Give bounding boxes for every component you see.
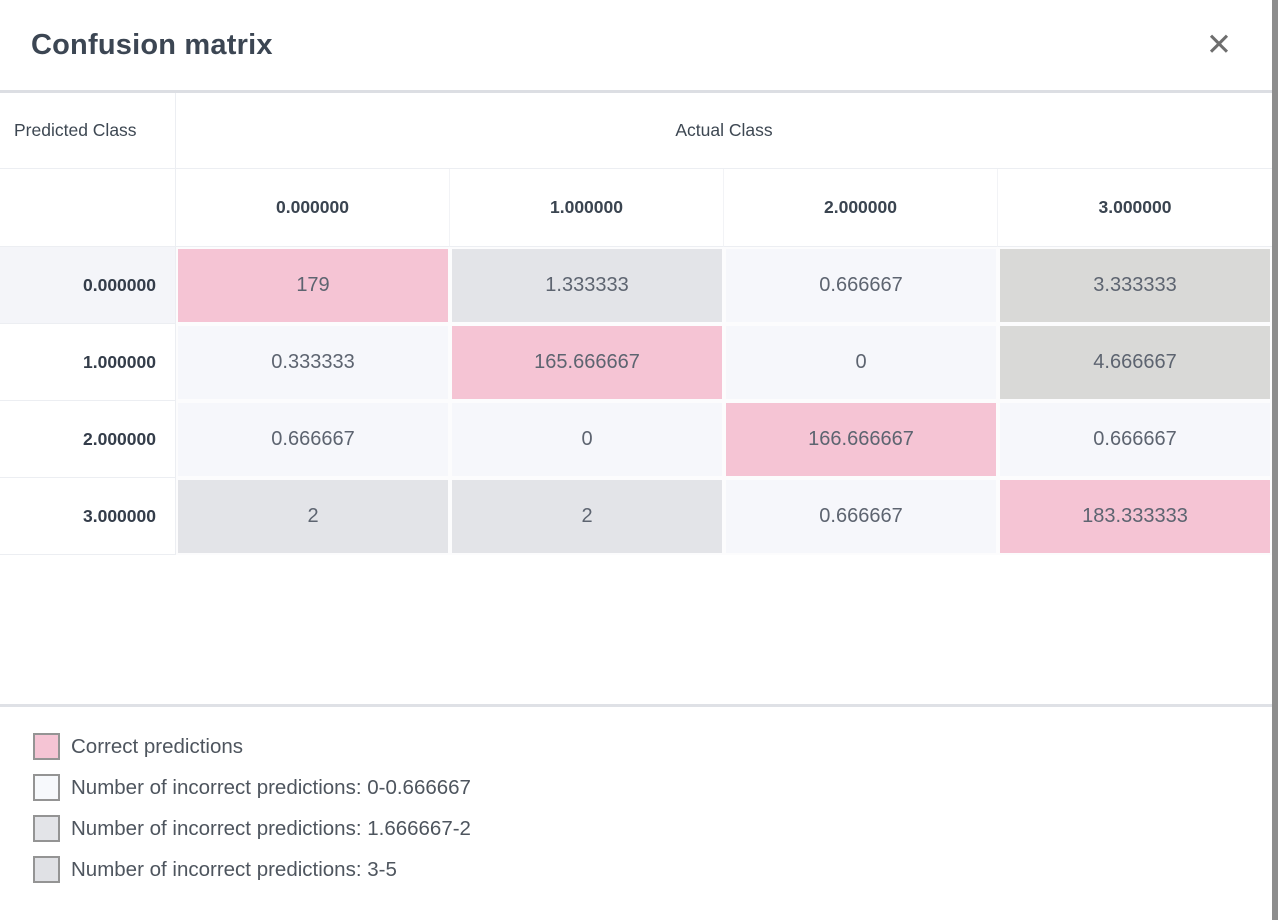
page-background-edge: [1272, 0, 1278, 920]
matrix-cell-2-1: 0: [450, 401, 724, 478]
row-header-0: 0.000000: [0, 247, 176, 324]
modal-header: Confusion matrix ✕: [0, 0, 1272, 93]
matrix-cell-3-1: 2: [450, 478, 724, 555]
incorrect-low-swatch-icon: [33, 774, 60, 801]
matrix-cell-2-3: 0.666667: [998, 401, 1272, 478]
legend: Correct predictions Number of incorrect …: [0, 707, 1272, 883]
axis-header-row: Predicted Class Actual Class: [0, 93, 1272, 169]
actual-class-label: Actual Class: [176, 93, 1272, 169]
column-header-2: 2.000000: [724, 169, 998, 247]
matrix-cell-2-0: 0.666667: [176, 401, 450, 478]
legend-label: Number of incorrect predictions: 0-0.666…: [71, 775, 471, 799]
legend-label: Number of incorrect predictions: 3-5: [71, 857, 397, 881]
row-header-1: 1.000000: [0, 324, 176, 401]
column-header-1: 1.000000: [450, 169, 724, 247]
matrix-cell-3-0: 2: [176, 478, 450, 555]
table-row: 0.000000 179 1.333333 0.666667 3.333333: [0, 247, 1272, 324]
confusion-matrix-modal: Confusion matrix ✕ Predicted Class Actua…: [0, 0, 1272, 883]
predicted-class-label: Predicted Class: [0, 93, 176, 169]
matrix-table-region: Predicted Class Actual Class 0.000000 1.…: [0, 93, 1272, 704]
matrix-cell-0-3: 3.333333: [998, 247, 1272, 324]
matrix-cell-0-1: 1.333333: [450, 247, 724, 324]
legend-item-incorrect-low: Number of incorrect predictions: 0-0.666…: [33, 774, 1272, 801]
matrix-cell-0-2: 0.666667: [724, 247, 998, 324]
modal-title: Confusion matrix: [31, 28, 273, 61]
matrix-cell-3-3: 183.333333: [998, 478, 1272, 555]
matrix-cell-1-3: 4.666667: [998, 324, 1272, 401]
confusion-matrix-table: Predicted Class Actual Class 0.000000 1.…: [0, 93, 1272, 555]
matrix-cell-1-1: 165.666667: [450, 324, 724, 401]
matrix-cell-2-2: 166.666667: [724, 401, 998, 478]
row-header-3: 3.000000: [0, 478, 176, 555]
table-row: 2.000000 0.666667 0 166.666667 0.666667: [0, 401, 1272, 478]
row-header-2: 2.000000: [0, 401, 176, 478]
legend-label: Number of incorrect predictions: 1.66666…: [71, 816, 471, 840]
legend-item-incorrect-mid: Number of incorrect predictions: 1.66666…: [33, 815, 1272, 842]
legend-item-incorrect-high: Number of incorrect predictions: 3-5: [33, 856, 1272, 883]
legend-item-correct: Correct predictions: [33, 733, 1272, 760]
corner-cell: [0, 169, 176, 247]
matrix-cell-1-0: 0.333333: [176, 324, 450, 401]
column-header-row: 0.000000 1.000000 2.000000 3.000000: [0, 169, 1272, 247]
close-icon[interactable]: ✕: [1196, 26, 1242, 65]
matrix-cell-1-2: 0: [724, 324, 998, 401]
column-header-3: 3.000000: [998, 169, 1272, 247]
incorrect-high-swatch-icon: [33, 856, 60, 883]
legend-divider: [0, 704, 1272, 707]
legend-label: Correct predictions: [71, 734, 244, 758]
matrix-cell-0-0: 179: [176, 247, 450, 324]
table-row: 3.000000 2 2 0.666667 183.333333: [0, 478, 1272, 555]
table-row: 1.000000 0.333333 165.666667 0 4.666667: [0, 324, 1272, 401]
matrix-cell-3-2: 0.666667: [724, 478, 998, 555]
incorrect-mid-swatch-icon: [33, 815, 60, 842]
column-header-0: 0.000000: [176, 169, 450, 247]
correct-swatch-icon: [33, 733, 60, 760]
